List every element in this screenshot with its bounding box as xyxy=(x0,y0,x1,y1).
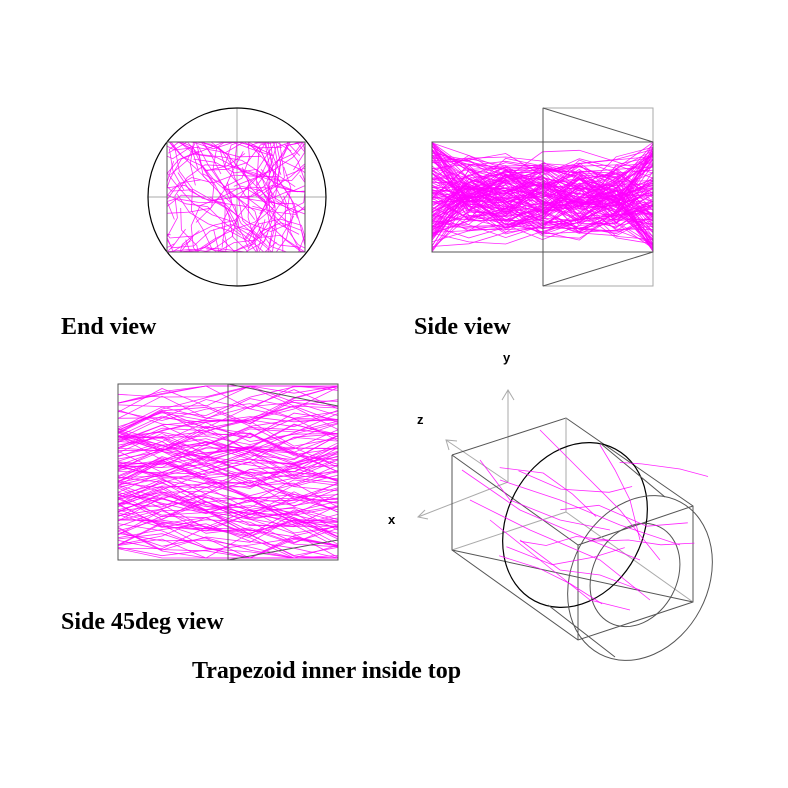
track-line xyxy=(506,546,625,566)
track-line xyxy=(185,141,249,249)
track-line xyxy=(233,142,306,187)
track-line xyxy=(560,504,688,527)
x-axis-label: x xyxy=(388,512,396,527)
end-view-tracks xyxy=(166,141,306,253)
track-line xyxy=(599,444,641,541)
side-view-label: Side view xyxy=(414,314,511,340)
track-line xyxy=(230,184,306,198)
track-line xyxy=(479,459,611,531)
end-view-box xyxy=(166,141,306,253)
track-line xyxy=(275,141,306,214)
track-line xyxy=(258,147,306,252)
x-axis-arrow xyxy=(416,509,429,520)
track-line xyxy=(499,479,681,546)
perspective-view-tracks xyxy=(461,429,709,611)
track-line xyxy=(499,467,597,517)
track-line xyxy=(170,141,226,248)
track-line xyxy=(539,429,661,561)
side45-view-label: Side 45deg view xyxy=(61,609,224,635)
main-title: Trapezoid inner inside top xyxy=(192,658,461,684)
track-line xyxy=(206,142,306,182)
track-line xyxy=(461,469,641,561)
track-line xyxy=(518,470,633,493)
side-view-trap-bottom xyxy=(542,251,654,287)
z-axis xyxy=(445,439,509,483)
track-line xyxy=(469,499,651,601)
side45-view-trap-top xyxy=(227,383,339,407)
track-line xyxy=(179,141,298,219)
track-line xyxy=(166,186,292,232)
track-line xyxy=(166,228,186,253)
track-line xyxy=(238,141,289,237)
track-line xyxy=(285,159,306,200)
track-line xyxy=(294,141,306,180)
track-line xyxy=(619,462,709,477)
side-view-panel xyxy=(431,107,654,287)
track-line xyxy=(193,158,306,209)
track-line xyxy=(201,187,273,253)
track-line xyxy=(166,153,246,253)
track-line xyxy=(519,539,641,591)
end-view-label: End view xyxy=(61,314,157,340)
end-view-circle xyxy=(147,107,327,287)
side-view-trap-top xyxy=(542,107,654,143)
perspective-view-panel: y z x xyxy=(388,350,713,661)
track-line xyxy=(166,141,271,188)
x-axis xyxy=(417,481,509,518)
box-wireframe xyxy=(451,417,694,641)
track-line xyxy=(166,174,278,198)
end-view-panel xyxy=(147,107,327,287)
track-line xyxy=(588,539,695,546)
z-axis-label: z xyxy=(417,412,424,427)
track-line xyxy=(498,555,603,605)
track-line xyxy=(166,172,242,236)
track-line xyxy=(197,145,301,248)
side45-view-trap-bottom xyxy=(227,539,339,561)
cylinder-wireframe xyxy=(502,442,713,661)
track-line xyxy=(166,196,175,234)
track-line xyxy=(489,519,631,611)
z-axis-arrow xyxy=(445,439,458,451)
y-axis-label: y xyxy=(503,350,511,365)
track-line xyxy=(520,536,609,546)
side45-view-panel xyxy=(117,383,339,561)
track-line xyxy=(166,184,240,232)
y-axis-arrow xyxy=(501,389,515,401)
track-line xyxy=(202,173,306,253)
